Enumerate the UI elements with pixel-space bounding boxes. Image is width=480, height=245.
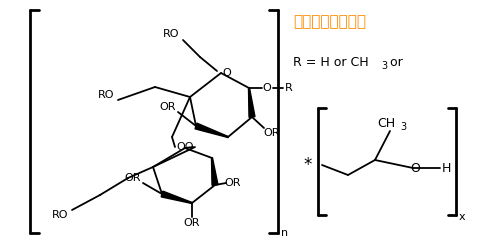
Text: R = H or CH: R = H or CH	[293, 56, 369, 69]
Polygon shape	[195, 123, 228, 137]
Polygon shape	[161, 191, 192, 204]
Text: n: n	[281, 228, 288, 238]
Text: 缥丙基甲基纤维素: 缥丙基甲基纤维素	[293, 14, 366, 29]
Text: RO: RO	[163, 29, 179, 39]
Text: OR: OR	[184, 218, 200, 228]
Text: R: R	[285, 83, 293, 93]
Text: O: O	[263, 83, 271, 93]
Text: OR: OR	[160, 102, 176, 112]
Text: or: or	[386, 56, 403, 69]
Text: *: *	[304, 156, 312, 174]
Text: RO: RO	[52, 210, 68, 220]
Text: H: H	[441, 161, 451, 174]
Text: RO: RO	[98, 90, 114, 100]
Text: O: O	[410, 161, 420, 174]
Text: OR: OR	[225, 178, 241, 188]
Text: CH: CH	[377, 117, 395, 130]
Polygon shape	[249, 88, 255, 117]
Text: OR: OR	[125, 173, 141, 183]
Text: 3: 3	[400, 122, 406, 132]
Text: O: O	[223, 68, 231, 78]
Text: OO: OO	[176, 142, 194, 152]
Text: 3: 3	[381, 61, 387, 71]
Text: x: x	[459, 212, 466, 222]
Text: OR: OR	[264, 128, 280, 138]
Polygon shape	[212, 158, 218, 185]
